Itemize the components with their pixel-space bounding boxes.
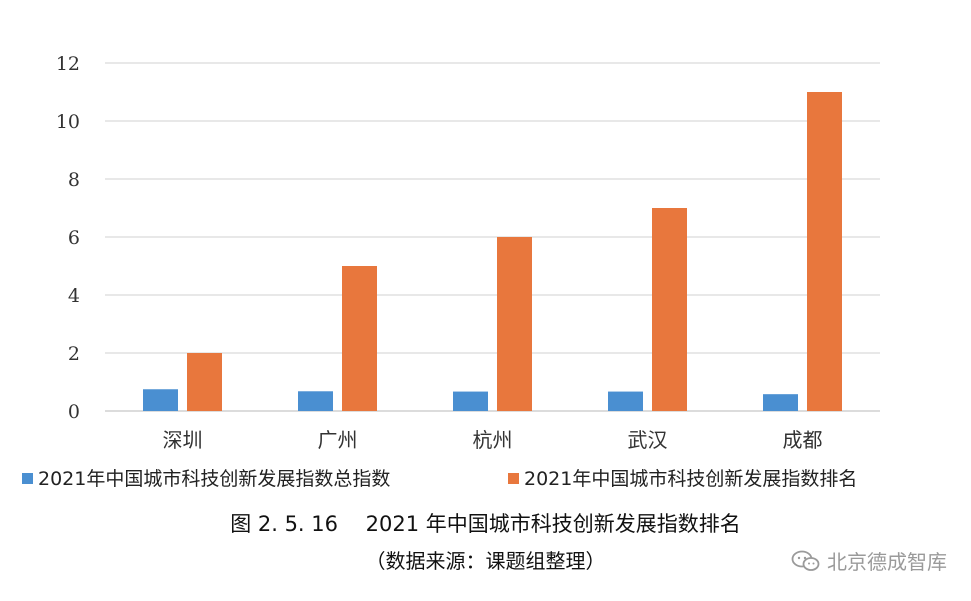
x-axis-categories: 深圳 广州 杭州 武汉 成都 [163,428,823,452]
bar-rank-5 [807,92,842,411]
y-tick-label: 10 [56,111,80,133]
bar-total-index-4 [608,391,643,411]
wechat-icon [791,550,820,571]
y-tick-label: 8 [68,169,80,191]
bar-rank-1 [187,353,222,411]
bar-rank-3 [497,237,532,411]
legend-swatch [508,473,519,484]
bar-rank-4 [652,208,687,411]
legend: 2021年中国城市科技创新发展指数总指数 2021年中国城市科技创新发展指数排名 [22,468,857,490]
y-tick-label: 0 [68,401,80,423]
y-axis-ticks: 0 2 4 6 8 10 12 [56,53,80,423]
legend-label: 2021年中国城市科技创新发展指数总指数 [38,468,390,490]
bar-rank-2 [342,266,377,411]
watermark: 北京德成智库 [791,546,947,575]
x-category-label: 成都 [783,428,823,452]
x-category-label: 深圳 [163,428,203,452]
bar-chart: 0 2 4 6 8 10 12 深圳 广州 杭州 武汉 成都 2021年中国城市科技创新发展指数总指… [22,53,880,490]
y-tick-label: 2 [68,343,80,365]
y-tick-label: 4 [68,285,80,307]
y-tick-label: 6 [68,227,80,249]
y-tick-label: 12 [56,53,80,75]
data-source-note: （数据来源：课题组整理） [365,549,606,573]
bar-total-index-3 [453,391,488,411]
figure-caption: 图 2. 5. 16 2021 年中国城市科技创新发展指数排名 [230,512,741,536]
legend-swatch [22,473,33,484]
x-category-label: 杭州 [473,428,513,452]
watermark-text: 北京德成智库 [827,550,947,574]
bar-total-index-2 [298,391,333,411]
bar-total-index-5 [763,394,798,411]
x-category-label: 武汉 [628,428,668,452]
legend-label: 2021年中国城市科技创新发展指数排名 [524,468,857,490]
x-category-label: 广州 [318,428,358,452]
bars [143,92,842,411]
gridlines [105,62,880,412]
bar-total-index-1 [143,389,178,411]
